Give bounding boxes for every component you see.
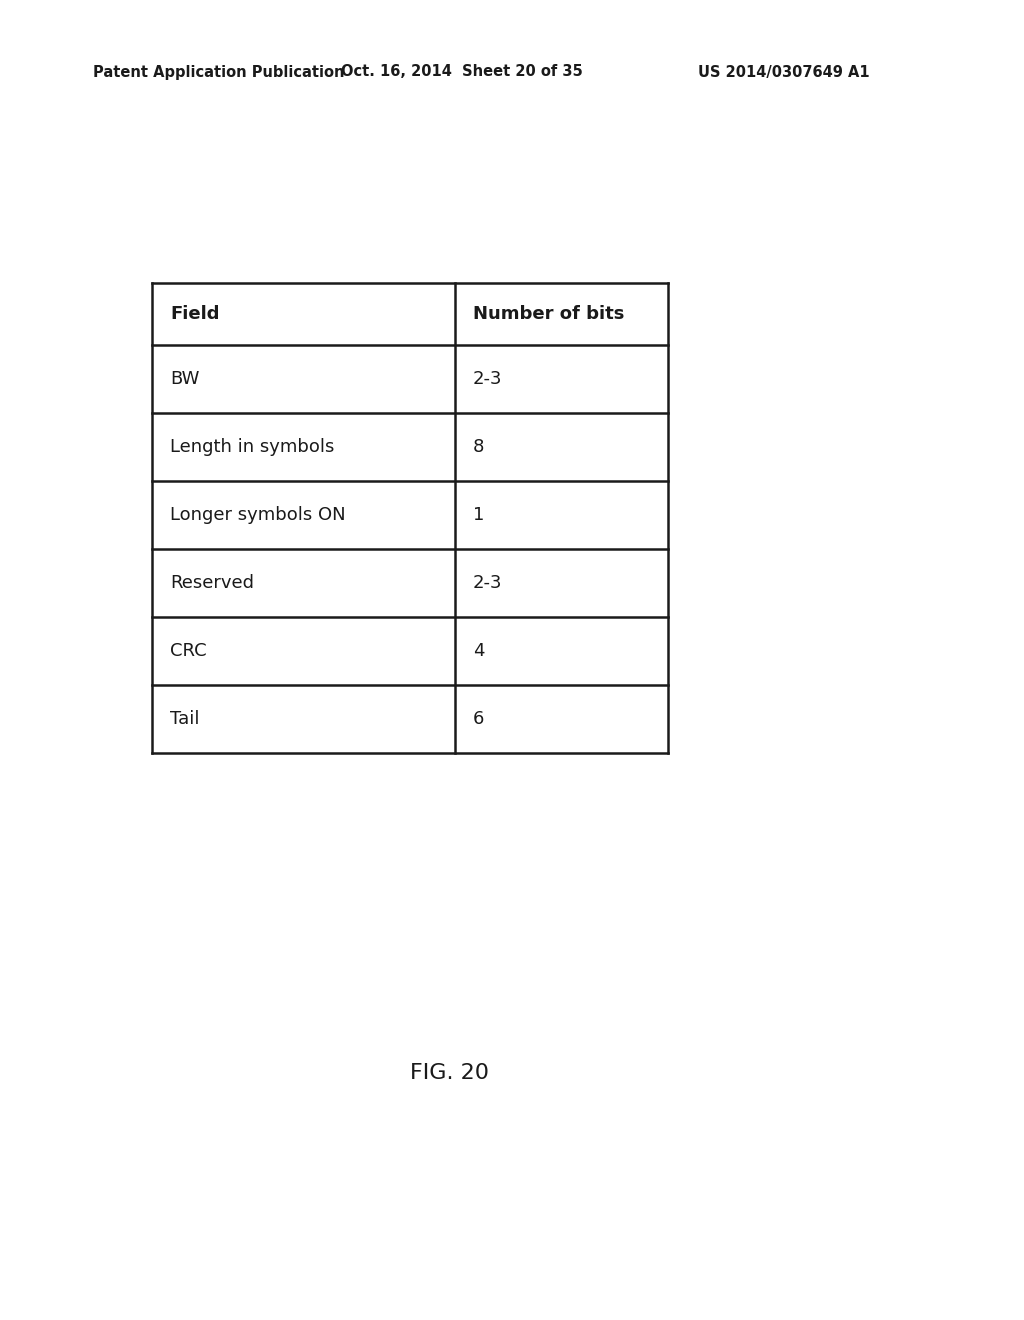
Text: CRC: CRC [170, 642, 207, 660]
Text: US 2014/0307649 A1: US 2014/0307649 A1 [698, 65, 870, 79]
Text: 2-3: 2-3 [473, 370, 503, 388]
Text: 4: 4 [473, 642, 484, 660]
Text: BW: BW [170, 370, 200, 388]
Text: Tail: Tail [170, 710, 200, 729]
Text: 8: 8 [473, 438, 484, 455]
Text: Field: Field [170, 305, 219, 323]
Text: Length in symbols: Length in symbols [170, 438, 335, 455]
Text: 6: 6 [473, 710, 484, 729]
Text: Longer symbols ON: Longer symbols ON [170, 506, 346, 524]
Text: FIG. 20: FIG. 20 [411, 1063, 489, 1082]
Text: 1: 1 [473, 506, 484, 524]
Text: Patent Application Publication: Patent Application Publication [93, 65, 344, 79]
Text: 2-3: 2-3 [473, 574, 503, 591]
Text: Oct. 16, 2014  Sheet 20 of 35: Oct. 16, 2014 Sheet 20 of 35 [341, 65, 583, 79]
Text: Reserved: Reserved [170, 574, 254, 591]
Text: Number of bits: Number of bits [473, 305, 625, 323]
